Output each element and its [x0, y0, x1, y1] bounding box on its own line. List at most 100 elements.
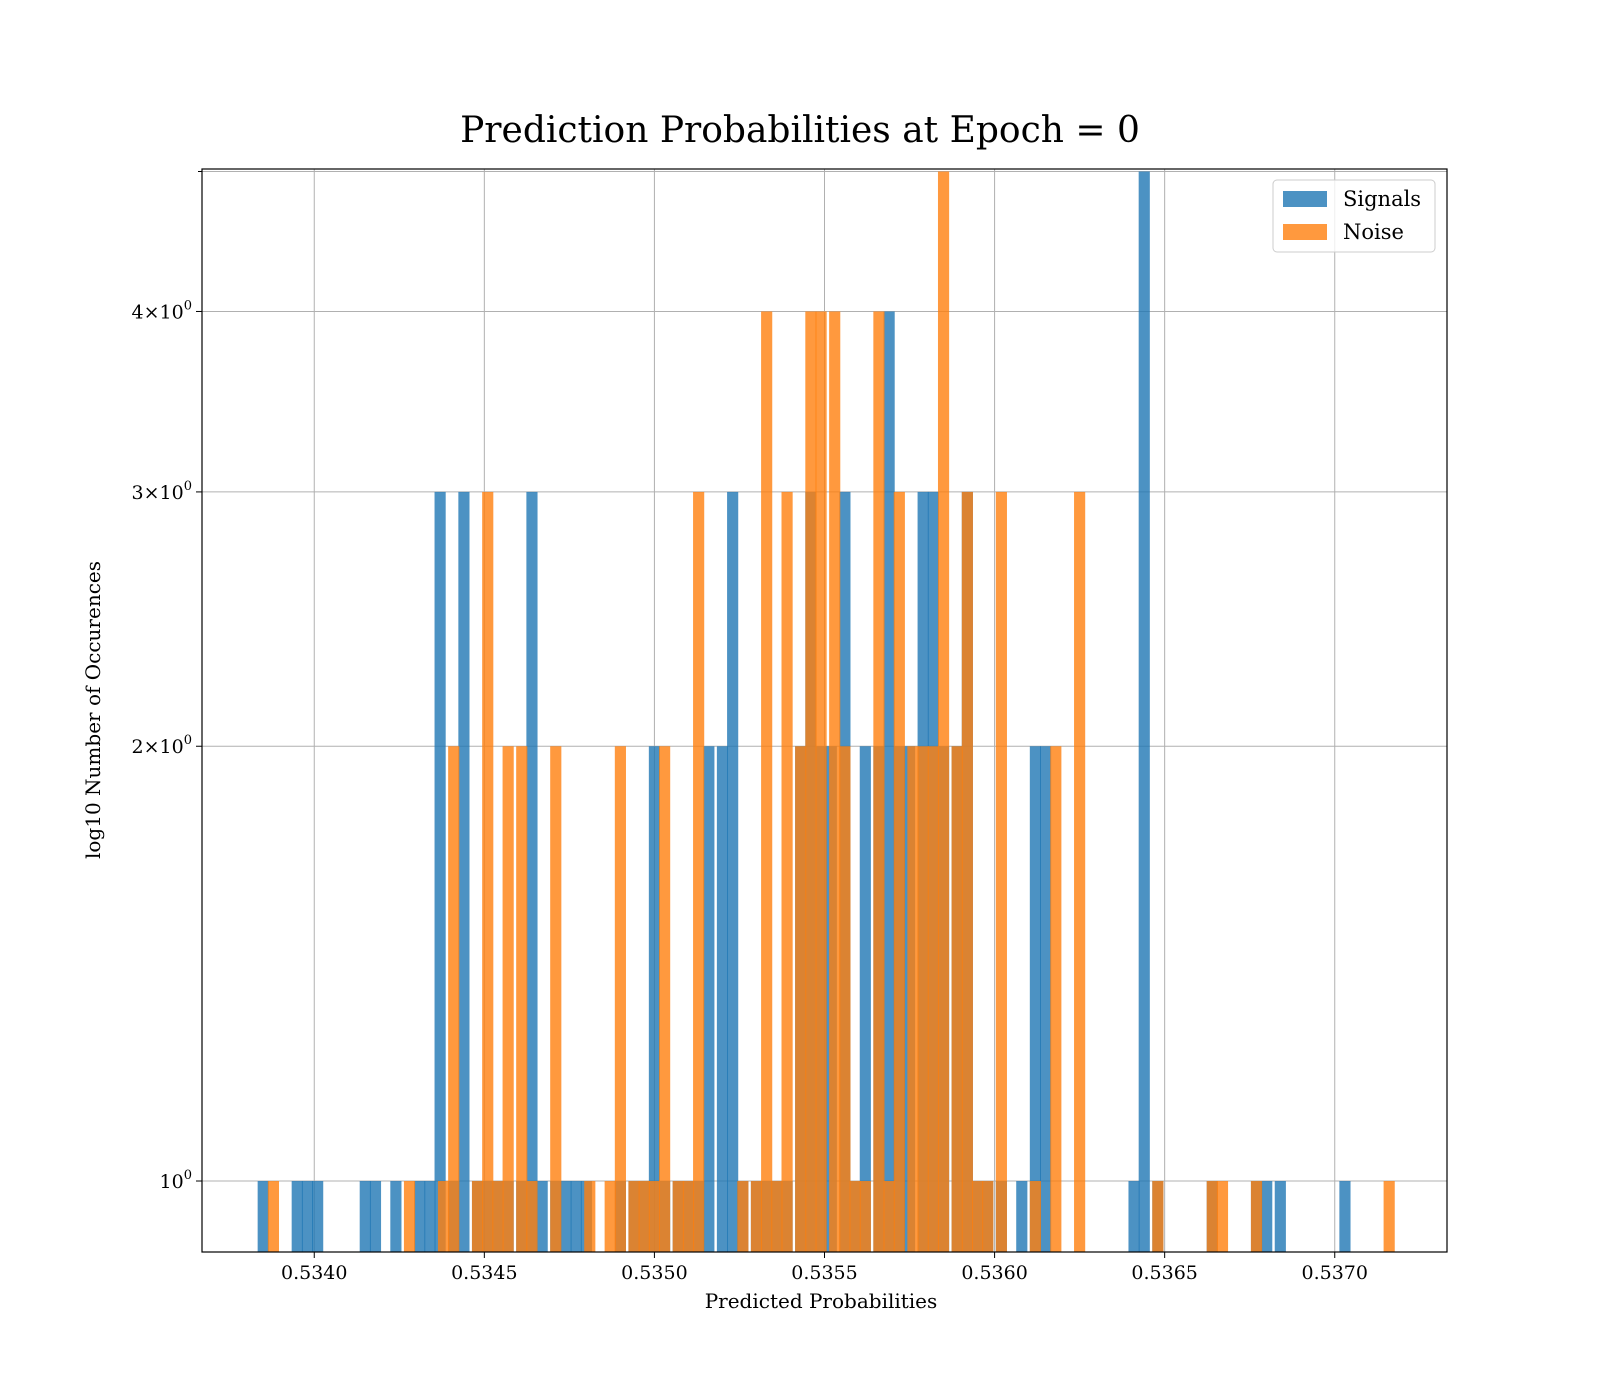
y-axis-label: log10 Number of Occurences — [81, 561, 105, 859]
signals-bar — [1339, 1181, 1351, 1252]
noise-bar — [403, 1181, 416, 1252]
signals-bar — [570, 1181, 582, 1252]
noise-bar — [982, 1181, 994, 1252]
axis-ticks: 0.5340 0.5345 0.5350 0.5355 0.5360 0.5365 0.53… — [132, 171, 1368, 1284]
x-tick-label: 0.5370 — [1302, 1262, 1368, 1284]
noise-bar — [761, 311, 773, 1252]
signals-bar — [414, 1181, 426, 1252]
signals-bar — [859, 746, 871, 1252]
x-tick-label: 0.5340 — [281, 1262, 347, 1284]
noise-bar — [1074, 491, 1086, 1252]
noise-bar — [604, 1181, 616, 1252]
signals-bar — [458, 491, 470, 1252]
noise-bar — [502, 746, 514, 1252]
signals-bar — [727, 491, 739, 1252]
noise-bar — [1206, 1181, 1218, 1252]
noise-bar — [1050, 746, 1062, 1252]
noise-bar — [937, 171, 950, 1253]
noise-bar — [437, 1181, 450, 1252]
noise-bar — [1216, 1181, 1229, 1252]
noise-bar — [805, 311, 817, 1252]
x-tick-label: 0.5345 — [451, 1262, 517, 1284]
signals-bar — [1138, 171, 1150, 1253]
noise-bar — [682, 1181, 695, 1252]
chart-title: Prediction Probabilities at Epoch = 0 — [460, 110, 1140, 151]
noise-bar — [1152, 1181, 1164, 1252]
noise-bar — [492, 1181, 504, 1252]
noise-bar — [584, 1181, 596, 1252]
noise-bar — [659, 746, 671, 1252]
noise-bar — [971, 1181, 984, 1252]
x-tick-label: 0.5360 — [961, 1262, 1027, 1284]
y-tick-label: 4×100 — [132, 298, 192, 323]
signals-bar — [301, 1181, 314, 1252]
noise-bar — [907, 746, 919, 1252]
signals-bar — [1128, 1181, 1140, 1252]
noise-bar — [849, 1181, 861, 1252]
signals-bar — [526, 491, 538, 1252]
x-axis-label: Predicted Probabilities — [705, 1289, 938, 1313]
signals-bar — [424, 1181, 436, 1252]
signals-bar — [536, 1181, 548, 1252]
signals-bar — [291, 1181, 303, 1252]
signals-bar — [434, 491, 446, 1252]
signals-bar — [312, 1181, 324, 1252]
legend-swatch-noise — [1283, 224, 1327, 240]
signals-bar — [883, 311, 895, 1252]
signals-bar — [648, 746, 660, 1252]
signals-bar — [359, 1181, 371, 1252]
noise-bar — [693, 491, 705, 1252]
signals-bar — [1261, 1181, 1273, 1252]
noise-bar — [781, 491, 793, 1252]
noise-bar — [917, 746, 929, 1252]
x-tick-label: 0.5350 — [621, 1262, 687, 1284]
noise-bar — [815, 311, 827, 1252]
noise-bar — [1383, 1181, 1395, 1252]
histogram-bars — [257, 171, 1395, 1253]
legend-label-noise: Noise — [1343, 220, 1404, 244]
legend: Signals Noise — [1272, 179, 1436, 253]
noise-bar — [839, 746, 851, 1252]
noise-bar — [471, 1181, 484, 1252]
signals-bar — [1016, 1181, 1028, 1252]
x-tick-label: 0.5355 — [791, 1262, 857, 1284]
noise-bar — [771, 1181, 783, 1252]
signals-bar — [703, 746, 715, 1252]
noise-bar — [961, 491, 973, 1252]
noise-bar — [873, 311, 885, 1252]
series-noise — [267, 171, 1395, 1253]
y-tick-label: 2×100 — [132, 733, 192, 758]
signals-bar — [1040, 746, 1052, 1252]
noise-bar — [829, 311, 841, 1252]
noise-bar — [482, 491, 494, 1252]
noise-bar — [628, 1181, 640, 1252]
noise-bar — [638, 1181, 650, 1252]
signals-bar — [369, 1181, 382, 1252]
noise-bar — [672, 1181, 684, 1252]
noise-bar — [951, 746, 963, 1252]
noise-bar — [526, 1181, 538, 1252]
noise-bar — [859, 1181, 871, 1252]
noise-bar — [893, 491, 905, 1252]
signals-bar — [1274, 1181, 1286, 1252]
noise-bar — [795, 746, 807, 1252]
signals-bar — [257, 1181, 269, 1252]
noise-bar — [550, 746, 562, 1252]
noise-bar — [448, 746, 460, 1252]
signals-bar — [1029, 746, 1041, 1252]
noise-bar — [648, 1181, 660, 1252]
noise-bar — [1029, 1181, 1041, 1252]
signals-bar — [560, 1181, 572, 1252]
noise-bar — [750, 1181, 763, 1252]
noise-bar — [516, 746, 528, 1252]
signals-bar — [390, 1181, 402, 1252]
noise-bar — [883, 1181, 895, 1252]
legend-swatch-signals — [1283, 191, 1327, 207]
signals-bar — [716, 746, 729, 1252]
noise-bar — [737, 1181, 749, 1252]
noise-bar — [267, 1181, 280, 1252]
noise-bar — [995, 491, 1007, 1252]
noise-bar — [1250, 1181, 1263, 1252]
noise-bar — [927, 746, 939, 1252]
